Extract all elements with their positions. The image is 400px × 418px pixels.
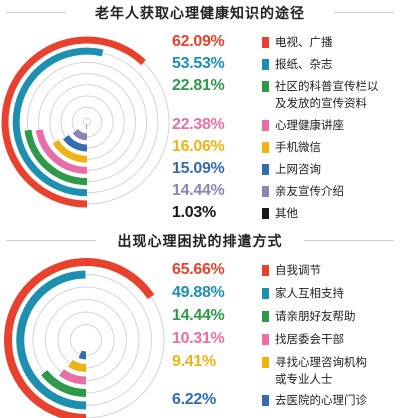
legend-label: 手机微信 [275, 140, 321, 154]
legend-swatch [262, 288, 269, 299]
radial-bar-chart [1, 36, 170, 208]
legend-swatch [262, 59, 269, 70]
legend-swatch [262, 265, 269, 276]
data-label: 15.09% [172, 160, 225, 177]
legend-label: 请亲朋好友帮助 [275, 309, 356, 323]
data-label: 22.81% [172, 77, 225, 94]
chart-title: 老年人获取心理健康知识的途径 [89, 6, 311, 22]
legend-label: 自我调节 [275, 263, 321, 277]
radial-bar-1 [1, 36, 146, 208]
radial-bar-2 [12, 47, 104, 197]
legend-label: 社区的科普宣传栏以 及发放的宣传资料 [275, 79, 379, 110]
legend: 65.66% 自我调节 49.88% 家人互相支持 14.44% 请亲朋好友帮助 10.31… [0, 226, 400, 418]
legend-swatch [262, 311, 269, 322]
legend-label: 电视、广播 [275, 35, 333, 49]
data-label: 22.38% [172, 116, 225, 133]
radial-bar-7 [72, 128, 88, 141]
legend-label: 找居委会干部 [275, 332, 344, 346]
radial-bar-3 [41, 370, 87, 397]
data-label: 16.06% [172, 138, 225, 155]
radial-bar-chart [4, 258, 165, 418]
legend-label: 去医院的心理门诊 [275, 393, 367, 407]
legend-label: 上网咨询 [275, 162, 321, 176]
radial-bar-5 [68, 359, 87, 372]
radial-bar-5 [52, 139, 88, 163]
radial-bar-4 [35, 129, 88, 174]
legend-swatch [262, 334, 269, 345]
radial-bar-6 [63, 134, 88, 152]
legend-label: 其他 [275, 206, 298, 220]
legend-label: 报纸、杂志 [275, 57, 333, 71]
legend-label: 家人互相支持 [275, 286, 344, 300]
ring-track [71, 106, 103, 138]
radial-bar-1 [4, 258, 155, 418]
data-label: 10.31% [172, 330, 225, 347]
legend-swatch [262, 37, 269, 48]
data-label: 14.44% [172, 307, 225, 324]
radial-bar-2 [16, 270, 87, 410]
chart-section-channels: 老年人获取心理健康知识的途径 62.09% 电视、广播 53.53% 报纸、杂志 22.… [1, 6, 394, 221]
radial-bar-6 [78, 350, 87, 360]
legend-swatch [262, 81, 269, 92]
chart-title: 出现心理困扰的排遣方式 [111, 234, 289, 250]
data-label: 6.22% [172, 391, 216, 408]
legend-swatch [262, 186, 269, 197]
data-label: 65.66% [172, 261, 225, 278]
legend-swatch [262, 208, 269, 219]
legend-swatch [262, 142, 269, 153]
data-label: 9.41% [172, 353, 216, 370]
data-label: 53.53% [172, 55, 225, 72]
legend-label: 心理健康讲座 [275, 118, 344, 132]
legend-swatch [262, 357, 269, 368]
legend: 62.09% 电视、广播 53.53% 报纸、杂志 22.81% 社区的科普宣传栏以 及发放… [172, 33, 379, 221]
radial-bar-3 [24, 129, 88, 186]
legend-swatch [262, 164, 269, 175]
radial-bar-4 [59, 368, 87, 385]
legend-label: 寻找心理咨询机构 或专业人士 [275, 355, 367, 386]
data-label: 1.03% [172, 204, 216, 221]
data-label: 49.88% [172, 284, 225, 301]
legend-swatch [262, 395, 269, 406]
chart-section-coping: 出现心理困扰的排遣方式 65.66% 自我调节 49.88% 家人互相支持 14.44%… [0, 226, 400, 418]
legend-label: 亲友宣传介绍 [275, 184, 344, 198]
data-label: 14.44% [172, 182, 225, 199]
legend-swatch [262, 120, 269, 131]
data-label: 62.09% [172, 33, 225, 50]
